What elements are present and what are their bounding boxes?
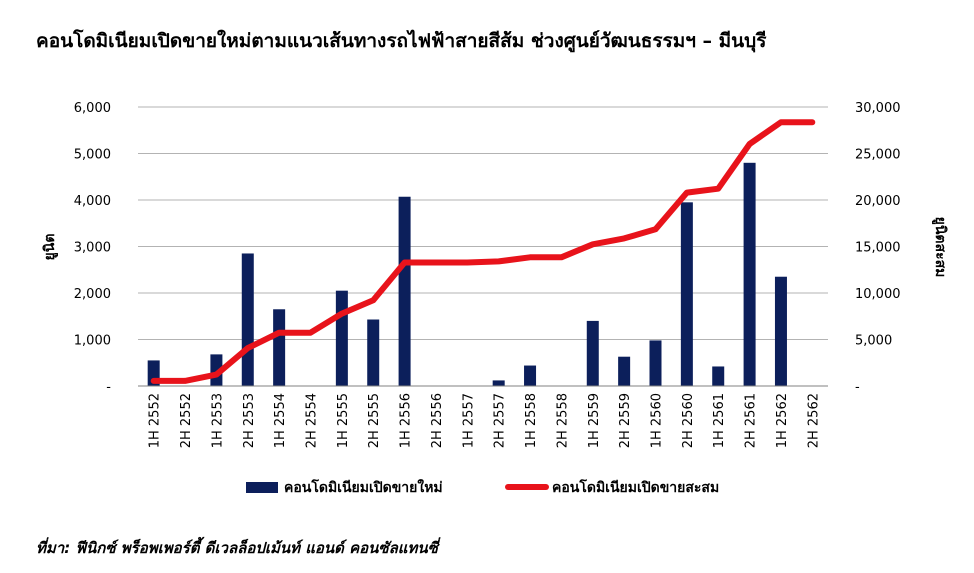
legend: คอนโดมิเนียมเปิดขายใหม่ คอนโดมิเนียมเปิด… (246, 478, 719, 496)
bar (712, 366, 725, 386)
bar (743, 162, 756, 386)
x-tick-label: 1H 2560 (650, 393, 665, 448)
left-tick-label: - (106, 380, 111, 395)
x-tick-label: 1H 2562 (775, 393, 790, 448)
bar (367, 319, 380, 386)
bar (398, 196, 411, 386)
y2-axis-label: ยูนิตสะสม (932, 217, 948, 278)
bar (680, 202, 693, 386)
left-axis-ticks: - 1,000 2,000 3,000 4,000 5,000 6,000 (74, 101, 112, 395)
x-axis-ticks: 1H 2552 2H 2552 1H 2553 2H 2553 1H 2554 2H 25… (148, 393, 822, 448)
x-tick-label: 2H 2552 (179, 393, 194, 448)
legend-bar-swatch (246, 482, 278, 493)
x-tick-label: 1H 2557 (461, 393, 476, 448)
bar (586, 320, 599, 386)
right-tick-label: 10,000 (855, 287, 901, 302)
left-tick-label: 2,000 (74, 287, 111, 302)
x-tick-label: 2H 2554 (305, 393, 320, 448)
left-tick-label: 1,000 (74, 334, 111, 349)
legend-line-label: คอนโดมิเนียมเปิดขายสะสม (552, 478, 719, 496)
x-tick-label: 1H 2554 (273, 393, 288, 448)
x-tick-label: 2H 2556 (430, 393, 445, 448)
right-tick-label: 5,000 (855, 334, 892, 349)
x-tick-label: 2H 2561 (744, 393, 759, 448)
bar (335, 290, 348, 386)
x-tick-label: 1H 2561 (712, 393, 727, 448)
x-tick-label: 2H 2558 (555, 393, 570, 448)
left-tick-label: 3,000 (74, 241, 111, 256)
x-tick-label: 1H 2556 (399, 393, 414, 448)
bar (241, 253, 254, 386)
cumulative-line (150, 119, 816, 384)
right-tick-label: 30,000 (855, 101, 901, 116)
chart-title: คอนโดมิเนียมเปิดขายใหม่ตามแนวเส้นทางรถไฟ… (36, 30, 767, 52)
right-tick-label: 20,000 (855, 194, 901, 209)
x-tick-label: 1H 2553 (210, 393, 225, 448)
x-tick-label: 1H 2552 (148, 393, 163, 448)
right-tick-label: 25,000 (855, 148, 901, 163)
right-axis-ticks: - 5,000 10,000 15,000 20,000 25,000 30,000 (855, 101, 901, 395)
left-tick-label: 6,000 (74, 101, 111, 116)
left-tick-label: 5,000 (74, 148, 111, 163)
x-tick-label: 1H 2558 (524, 393, 539, 448)
x-tick-label: 2H 2555 (367, 393, 382, 448)
source-note: ที่มา: ฟีนิกซ์ พร็อพเพอร์ตี้ ดีเวลล็อปเม… (36, 539, 438, 557)
left-tick-label: 4,000 (74, 194, 111, 209)
x-tick-label: 2H 2553 (242, 393, 257, 448)
x-tick-label: 2H 2559 (618, 393, 633, 448)
x-tick-label: 1H 2559 (587, 393, 602, 448)
bar (492, 380, 505, 386)
right-tick-label: 15,000 (855, 241, 901, 256)
right-tick-label: - (855, 380, 860, 395)
legend-bar-label: คอนโดมิเนียมเปิดขายใหม่ (284, 478, 443, 496)
x-tick-label: 1H 2555 (336, 393, 351, 448)
bar (273, 309, 286, 386)
x-tick-label: 2H 2557 (493, 393, 508, 448)
line-series (150, 119, 816, 384)
bar-series (147, 162, 787, 386)
bar (524, 365, 537, 386)
bar (649, 340, 662, 386)
bar (774, 276, 787, 386)
x-tick-label: 2H 2560 (681, 393, 696, 448)
y-axis-label: ยูนิต (42, 234, 58, 261)
bar (618, 356, 631, 386)
gridlines (138, 106, 828, 340)
x-tick-label: 2H 2562 (806, 393, 821, 448)
